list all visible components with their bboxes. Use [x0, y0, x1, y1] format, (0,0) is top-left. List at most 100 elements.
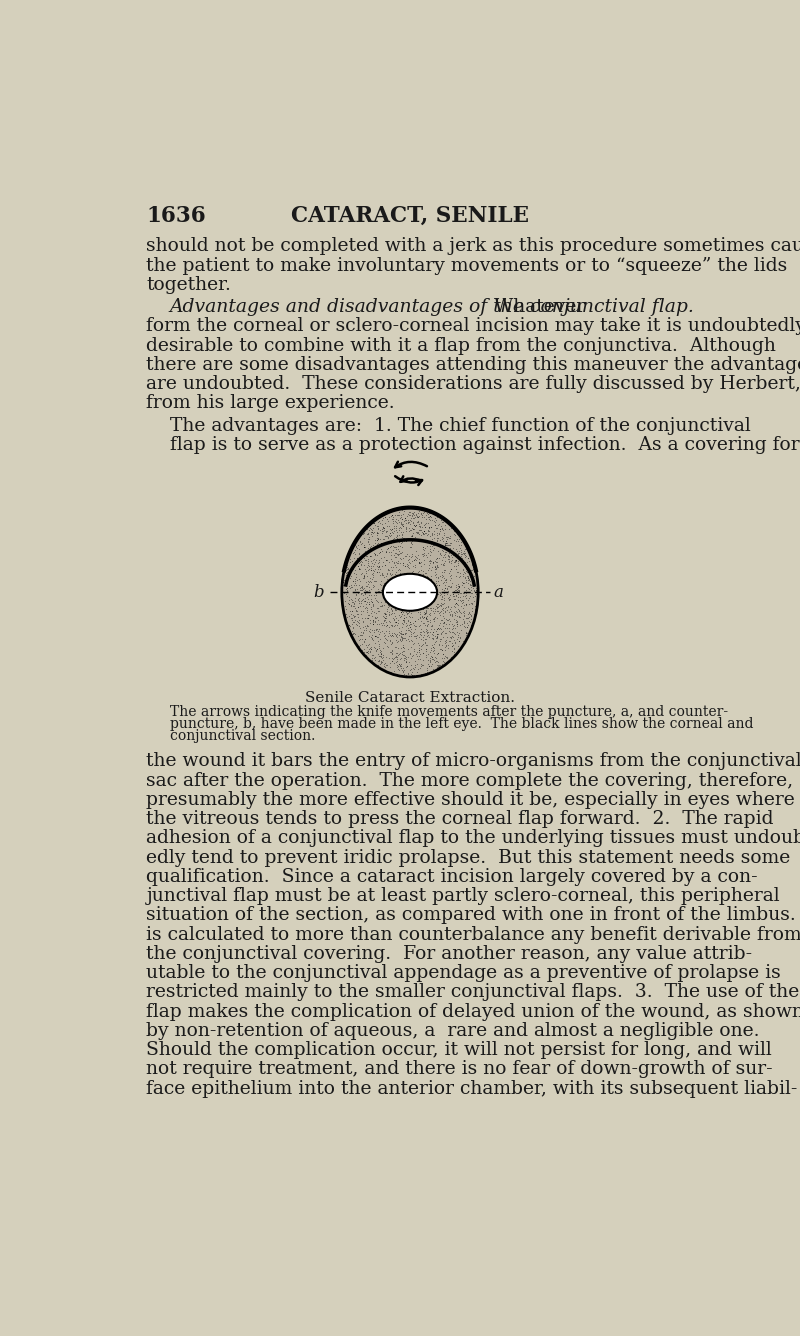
Point [430, 655, 443, 676]
Point [358, 558, 371, 580]
Point [426, 636, 439, 657]
Point [406, 560, 419, 581]
Point [434, 609, 447, 631]
Point [370, 525, 383, 546]
Point [413, 514, 426, 536]
Point [468, 599, 481, 620]
Point [424, 544, 437, 565]
Point [445, 552, 458, 573]
Point [434, 604, 446, 625]
Point [451, 550, 464, 572]
Point [413, 552, 426, 573]
Text: b: b [314, 584, 324, 601]
Point [442, 651, 454, 672]
Point [386, 608, 399, 629]
Point [343, 552, 356, 573]
Point [365, 603, 378, 624]
Point [393, 544, 406, 565]
Point [346, 613, 358, 635]
Point [353, 613, 366, 635]
Point [446, 635, 459, 656]
Point [440, 629, 453, 651]
Point [415, 520, 428, 541]
Point [394, 564, 406, 585]
Point [346, 570, 359, 592]
Point [346, 570, 359, 592]
Point [458, 546, 471, 568]
Point [436, 581, 449, 603]
Point [392, 558, 405, 580]
Point [342, 565, 355, 587]
Point [449, 631, 462, 652]
Point [455, 596, 468, 617]
Point [450, 585, 462, 607]
Point [402, 556, 414, 577]
Point [413, 552, 426, 573]
Text: should not be completed with a jerk as this procedure sometimes causes: should not be completed with a jerk as t… [146, 238, 800, 255]
Point [417, 633, 430, 655]
Point [449, 588, 462, 609]
Point [406, 612, 419, 633]
Point [406, 556, 419, 577]
Point [390, 552, 403, 573]
Point [369, 570, 382, 592]
Point [470, 565, 482, 587]
Point [424, 560, 437, 581]
Point [392, 552, 405, 573]
Point [381, 599, 394, 620]
Point [435, 587, 448, 608]
Point [346, 620, 359, 641]
Point [410, 644, 422, 665]
Point [437, 540, 450, 561]
Point [352, 588, 365, 609]
Point [426, 538, 439, 560]
Point [394, 533, 407, 554]
Point [414, 639, 427, 660]
Point [386, 615, 398, 636]
Point [417, 624, 430, 645]
Point [362, 529, 374, 550]
Point [458, 556, 470, 577]
Point [395, 625, 408, 647]
Point [364, 641, 377, 663]
Point [410, 616, 422, 637]
Point [382, 595, 394, 616]
Point [368, 512, 381, 533]
Point [390, 564, 402, 585]
Point [416, 537, 429, 558]
Point [438, 601, 451, 623]
Point [400, 529, 413, 550]
Point [422, 655, 435, 676]
Point [448, 644, 461, 665]
Point [380, 607, 393, 628]
Point [423, 649, 436, 671]
Point [386, 528, 399, 549]
Point [358, 619, 370, 640]
Point [394, 623, 406, 644]
Point [412, 506, 425, 528]
Point [410, 512, 423, 533]
Point [369, 611, 382, 632]
Point [409, 545, 422, 566]
Point [407, 621, 420, 643]
Point [435, 640, 448, 661]
Point [468, 591, 481, 612]
Point [437, 625, 450, 647]
Point [396, 504, 409, 525]
Point [362, 607, 374, 628]
Point [363, 545, 376, 566]
Point [452, 595, 465, 616]
Point [385, 625, 398, 647]
Point [385, 533, 398, 554]
Point [402, 631, 415, 652]
Point [383, 625, 396, 647]
Point [389, 611, 402, 632]
Point [449, 581, 462, 603]
Point [414, 656, 427, 677]
Point [432, 514, 445, 536]
Point [358, 639, 370, 660]
Point [456, 573, 469, 595]
Point [384, 597, 397, 619]
Point [416, 561, 429, 582]
Point [338, 569, 350, 591]
